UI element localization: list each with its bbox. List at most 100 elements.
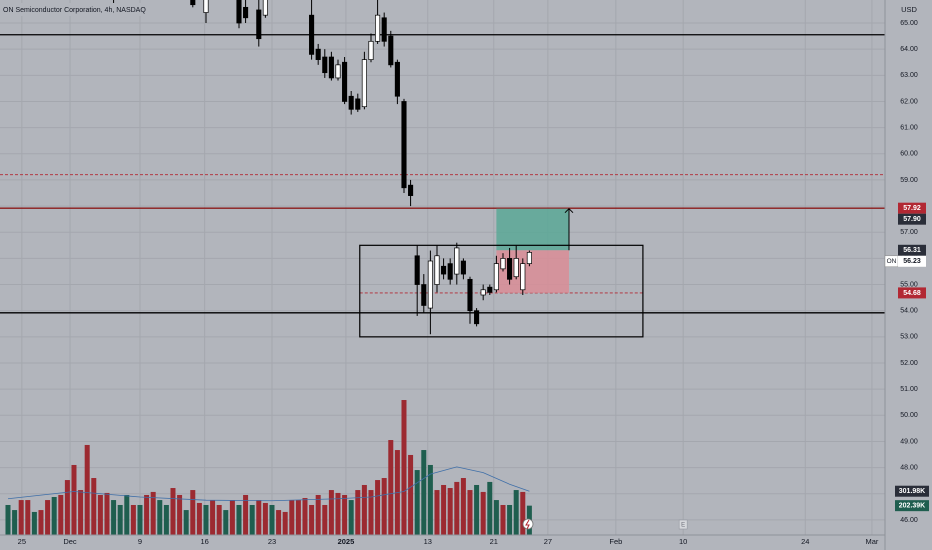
volume-bar bbox=[361, 484, 367, 535]
volume-bar bbox=[124, 494, 130, 535]
y-tick-label: 46.00 bbox=[900, 517, 918, 524]
volume-bar bbox=[375, 480, 381, 535]
y-tick-label: 48.00 bbox=[900, 464, 918, 471]
candle-body bbox=[408, 184, 414, 196]
volume-bar bbox=[262, 502, 268, 535]
chart-title: ON Semiconductor Corporation, 4h, NASDAQ bbox=[3, 7, 146, 14]
volume-bar bbox=[229, 500, 235, 535]
x-tick-label: 21 bbox=[490, 537, 498, 546]
y-tick-label: 60.00 bbox=[900, 151, 918, 158]
price-badge bbox=[898, 213, 926, 225]
price-badge bbox=[898, 255, 926, 267]
earnings-label: E bbox=[681, 523, 685, 529]
plot-area bbox=[0, 0, 885, 535]
volume-bar bbox=[25, 500, 31, 535]
candle-body bbox=[487, 286, 493, 293]
volume-bar bbox=[289, 500, 295, 535]
candle-body bbox=[190, 0, 196, 6]
price-badge bbox=[898, 287, 926, 299]
volume-bar bbox=[157, 500, 163, 535]
volume-bar bbox=[348, 500, 354, 535]
volume-bar bbox=[38, 510, 44, 535]
volume-bar bbox=[223, 510, 229, 535]
icon-bolt bbox=[525, 519, 530, 530]
volume-bar bbox=[381, 478, 387, 535]
candle-body bbox=[447, 263, 453, 280]
volume-bar bbox=[295, 500, 301, 535]
x-tick-label: 27 bbox=[544, 537, 552, 546]
volume-bar bbox=[91, 478, 97, 535]
volume-bar bbox=[117, 504, 123, 535]
price-badge-label: 54.68 bbox=[903, 290, 921, 297]
volume-bar bbox=[408, 454, 414, 535]
volume-bar bbox=[18, 500, 24, 535]
volume-bar bbox=[216, 504, 222, 535]
volume-bar bbox=[51, 497, 57, 535]
volume-badge bbox=[895, 500, 929, 512]
candle-body bbox=[401, 101, 407, 189]
candle-body bbox=[368, 40, 374, 60]
volume-bar bbox=[401, 400, 407, 535]
y-tick-label: 52.00 bbox=[900, 360, 918, 367]
volume-bar bbox=[368, 490, 374, 535]
volume-bar bbox=[467, 490, 473, 535]
candle-body bbox=[375, 14, 381, 42]
volume-badge-label: 301.98K bbox=[899, 488, 925, 495]
candle-body bbox=[414, 255, 420, 285]
x-tick-label: 25 bbox=[18, 537, 26, 546]
candle-body bbox=[493, 263, 499, 291]
y-tick-label: 55.00 bbox=[900, 281, 918, 288]
y-tick-label: 59.00 bbox=[900, 177, 918, 184]
volume-bar bbox=[302, 498, 308, 535]
volume-bar bbox=[388, 440, 394, 535]
candle-body bbox=[236, 0, 242, 24]
candle-body bbox=[203, 0, 209, 13]
volume-bar bbox=[335, 492, 341, 535]
y-tick-label: 51.00 bbox=[900, 386, 918, 393]
candle-body bbox=[467, 278, 473, 312]
volume-bar bbox=[111, 500, 117, 535]
volume-bar bbox=[309, 504, 315, 535]
candle-body bbox=[474, 310, 480, 325]
candle-body bbox=[427, 260, 433, 309]
volume-bar bbox=[203, 504, 209, 535]
candle-body bbox=[480, 289, 486, 296]
volume-bar bbox=[177, 494, 183, 535]
candle-body bbox=[348, 95, 354, 110]
y-tick-label: 65.00 bbox=[900, 20, 918, 27]
volume-bar bbox=[315, 494, 321, 535]
volume-bar bbox=[282, 511, 288, 535]
volume-bar bbox=[78, 490, 84, 535]
volume-bar bbox=[256, 500, 262, 535]
volume-bar bbox=[104, 492, 110, 535]
candle-body bbox=[500, 258, 506, 270]
volume-bar bbox=[210, 500, 216, 535]
volume-bar bbox=[243, 494, 249, 535]
volume-bar bbox=[342, 494, 348, 535]
symbol-label: ON bbox=[887, 258, 897, 265]
volume-bar bbox=[71, 464, 77, 535]
price-badge-label: 56.31 bbox=[903, 247, 921, 254]
x-tick-label: 2025 bbox=[338, 537, 355, 546]
volume-badge-label: 202.39K bbox=[899, 502, 925, 509]
title-bg bbox=[0, 3, 150, 16]
candle-body bbox=[526, 252, 532, 264]
y-tick-label: 57.00 bbox=[900, 229, 918, 236]
x-tick-label: 24 bbox=[801, 537, 809, 546]
volume-bar bbox=[236, 504, 242, 535]
candle-body bbox=[262, 0, 268, 16]
volume-bar bbox=[150, 491, 156, 535]
volume-bar bbox=[5, 504, 11, 535]
volume-badge bbox=[895, 485, 929, 497]
volume-bar bbox=[249, 504, 255, 535]
volume-bar bbox=[507, 504, 513, 535]
y-tick-label: 50.00 bbox=[900, 412, 918, 419]
volume-bar bbox=[520, 491, 526, 535]
range-box bbox=[359, 244, 644, 338]
volume-bar bbox=[328, 490, 334, 535]
candle-body bbox=[243, 6, 249, 19]
x-tick-label: Mar bbox=[865, 537, 878, 546]
candle-body bbox=[421, 284, 427, 306]
volume-bar bbox=[97, 494, 103, 535]
